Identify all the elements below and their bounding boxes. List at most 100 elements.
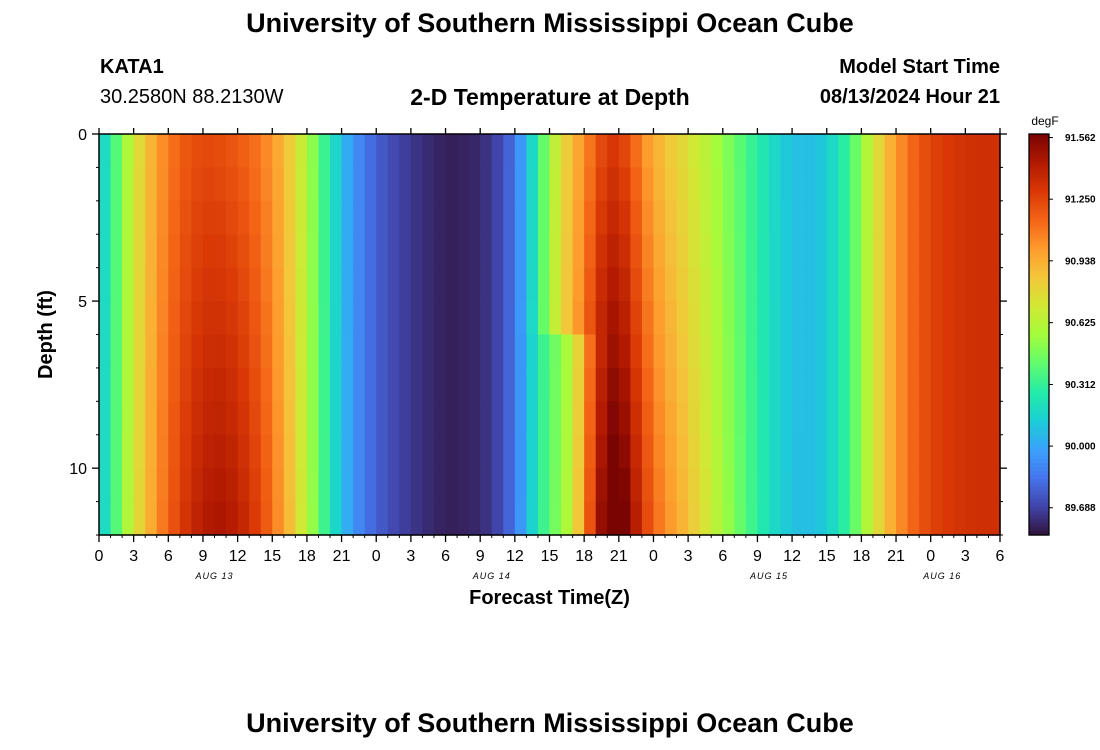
heatmap-cell	[976, 501, 990, 536]
heatmap-cell	[318, 468, 331, 503]
heatmap-cell	[295, 468, 308, 503]
heatmap-cell	[872, 434, 886, 469]
heatmap-cell	[156, 267, 169, 302]
heatmap-cell	[99, 200, 112, 235]
colorbar-segment	[1029, 262, 1049, 267]
heatmap-cell	[745, 501, 759, 536]
heatmap-cell	[503, 134, 516, 169]
heatmap-cell	[526, 367, 539, 402]
heatmap-cell	[641, 167, 655, 202]
heatmap-cell	[815, 468, 828, 503]
x-tick-label: 9	[199, 548, 208, 565]
heatmap-cell	[168, 434, 181, 469]
heatmap-cell	[341, 468, 354, 503]
heatmap-cell	[953, 401, 966, 436]
heatmap-cell	[711, 167, 724, 202]
heatmap-cell	[364, 234, 377, 269]
heatmap-cell	[653, 167, 666, 202]
heatmap-cell	[849, 468, 862, 503]
heatmap-cell	[688, 234, 701, 269]
x-tick-label: 3	[684, 548, 693, 565]
model-start-label: Model Start Time	[839, 56, 1000, 78]
heatmap-cell	[445, 200, 458, 235]
heatmap-cell	[561, 334, 574, 369]
heatmap-cell	[168, 167, 181, 202]
heatmap-cell	[468, 267, 481, 302]
heatmap-cell	[607, 367, 620, 402]
heatmap-cell	[179, 134, 193, 169]
heatmap-cell	[549, 468, 562, 503]
heatmap-cell	[410, 401, 424, 436]
heatmap-cell	[179, 167, 193, 202]
colorbar-segment	[1029, 462, 1049, 468]
heatmap-cell	[387, 200, 400, 235]
heatmap-cell	[249, 468, 262, 503]
heatmap-cell	[133, 234, 146, 269]
heatmap-cell	[306, 267, 320, 302]
temperature-heatmap-chart: 0 3 6 9 12 15 18 21 0 3 6 9 12 15 18 21 0 3 6 9 12 15 18 21 0 3 6 A…	[35, 114, 1096, 609]
heatmap-cell	[607, 234, 620, 269]
heatmap-cell	[514, 167, 527, 202]
heatmap-cell	[272, 367, 285, 402]
heatmap-cell	[872, 334, 886, 369]
heatmap-cell	[549, 167, 562, 202]
heatmap-cell	[353, 401, 366, 436]
heatmap-cell	[976, 468, 990, 503]
heatmap-cell	[699, 334, 712, 369]
heatmap-cell	[179, 267, 193, 302]
colorbar-segment	[1029, 442, 1049, 448]
heatmap-cell	[665, 267, 678, 302]
heatmap-cell	[838, 301, 851, 336]
heatmap-cell	[491, 200, 504, 235]
heatmap-cell	[676, 468, 689, 503]
heatmap-cell	[537, 234, 551, 269]
heatmap-cell	[353, 200, 366, 235]
heatmap-cell	[480, 334, 493, 369]
heatmap-cell	[422, 301, 435, 336]
heatmap-cell	[376, 234, 389, 269]
heatmap-cell	[907, 367, 920, 402]
colorbar-segment	[1029, 458, 1049, 464]
heatmap-cell	[641, 367, 655, 402]
heatmap-cell	[919, 134, 932, 169]
heatmap-cell	[480, 234, 493, 269]
heatmap-cell	[665, 234, 678, 269]
heatmap-cell	[884, 301, 897, 336]
heatmap-cell	[353, 301, 366, 336]
heatmap-cell	[722, 367, 735, 402]
heatmap-cell	[122, 234, 135, 269]
heatmap-cell	[734, 434, 747, 469]
heatmap-cell	[838, 434, 851, 469]
heatmap-cell	[595, 401, 608, 436]
heatmap-cell	[826, 468, 839, 503]
heatmap-cell	[907, 234, 920, 269]
heatmap-cell	[641, 468, 655, 503]
heatmap-cell	[122, 200, 135, 235]
heatmap-cell	[445, 301, 458, 336]
heatmap-cell	[757, 134, 770, 169]
heatmap-cell	[884, 334, 897, 369]
heatmap-cell	[653, 134, 666, 169]
colorbar-segment	[1029, 138, 1049, 143]
colorbar-tick-label: 90.938	[1065, 256, 1096, 267]
heatmap-cell	[768, 401, 782, 436]
heatmap-cell	[988, 301, 1001, 336]
heatmap-cells	[99, 134, 1001, 536]
heatmap-cell	[433, 434, 447, 469]
heatmap-cell	[745, 234, 759, 269]
heatmap-cell	[376, 401, 389, 436]
heatmap-cell	[618, 468, 631, 503]
x-tick-label: 15	[541, 548, 559, 565]
heatmap-cell	[561, 434, 574, 469]
date-label: AUG 15	[749, 571, 788, 581]
heatmap-cell	[306, 468, 320, 503]
heatmap-cell	[330, 434, 343, 469]
heatmap-cell	[202, 401, 216, 436]
heatmap-cell	[353, 367, 366, 402]
heatmap-cell	[387, 334, 400, 369]
heatmap-cell	[214, 167, 227, 202]
heatmap-cell	[745, 367, 759, 402]
heatmap-cell	[861, 267, 874, 302]
heatmap-cell	[179, 434, 193, 469]
heatmap-cell	[734, 501, 747, 536]
